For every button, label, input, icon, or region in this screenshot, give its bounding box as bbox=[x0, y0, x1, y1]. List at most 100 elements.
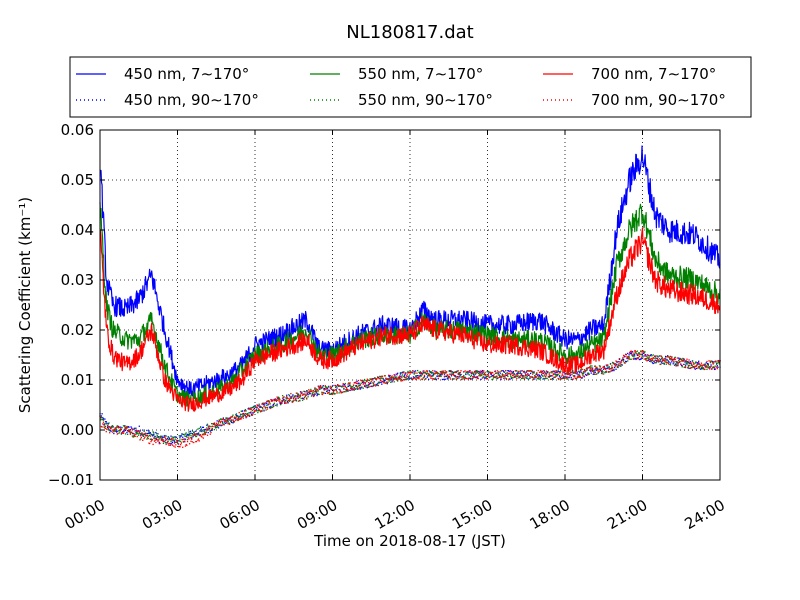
series-point bbox=[405, 375, 408, 377]
series-point bbox=[509, 373, 511, 375]
series-point bbox=[198, 440, 200, 442]
series-point bbox=[548, 375, 550, 378]
series-point bbox=[356, 388, 358, 390]
series-point bbox=[344, 385, 346, 387]
series-point bbox=[575, 378, 577, 380]
series-point bbox=[400, 378, 402, 381]
series-point bbox=[385, 382, 387, 384]
series-point bbox=[259, 406, 261, 408]
series-point bbox=[315, 389, 317, 392]
series-point bbox=[413, 377, 415, 379]
series-point bbox=[614, 366, 616, 369]
series-point bbox=[643, 358, 645, 360]
series-layer bbox=[99, 145, 721, 448]
y-tick-label: 0.02 bbox=[61, 321, 94, 339]
series-point bbox=[554, 376, 557, 378]
series-point bbox=[312, 389, 315, 392]
series-point bbox=[662, 358, 664, 361]
series-point bbox=[211, 425, 213, 427]
series-point bbox=[674, 356, 676, 359]
series-point bbox=[483, 377, 486, 379]
series-point bbox=[464, 377, 466, 379]
series-point bbox=[233, 416, 236, 418]
series-point bbox=[361, 381, 364, 384]
series-point bbox=[171, 437, 173, 440]
series-point bbox=[208, 427, 211, 430]
series-point bbox=[605, 371, 607, 373]
series-point bbox=[569, 373, 571, 375]
series-point bbox=[350, 385, 352, 387]
series-point bbox=[578, 375, 581, 377]
series-point bbox=[527, 370, 530, 372]
series-point bbox=[256, 404, 258, 406]
series-point bbox=[357, 388, 359, 390]
series-point bbox=[397, 379, 399, 381]
series-point bbox=[341, 391, 343, 393]
series-point bbox=[113, 432, 115, 435]
series-point bbox=[143, 430, 145, 432]
series-point bbox=[296, 395, 298, 397]
series-point bbox=[484, 373, 486, 376]
series-point bbox=[444, 371, 446, 374]
series-point bbox=[607, 364, 609, 366]
series-point bbox=[223, 424, 225, 426]
series-point bbox=[701, 364, 703, 366]
series-point bbox=[297, 393, 300, 395]
series-point bbox=[262, 403, 264, 406]
series-point bbox=[182, 440, 185, 443]
series-point bbox=[273, 405, 275, 407]
series-point bbox=[292, 394, 294, 396]
series-point bbox=[449, 373, 451, 375]
series-point bbox=[633, 350, 636, 352]
series-point bbox=[691, 367, 693, 369]
series-point bbox=[160, 436, 162, 438]
series-point bbox=[202, 426, 205, 428]
series-point bbox=[567, 376, 569, 378]
series-point bbox=[186, 433, 189, 436]
series-point bbox=[580, 377, 583, 379]
series-point bbox=[304, 390, 306, 393]
series-point bbox=[381, 377, 384, 379]
series-point bbox=[412, 377, 415, 380]
series-point bbox=[620, 363, 622, 365]
series-point bbox=[426, 371, 428, 373]
series-point bbox=[372, 382, 374, 384]
series-point bbox=[445, 371, 448, 373]
series-point bbox=[505, 369, 507, 372]
series-point bbox=[157, 440, 159, 442]
series-point bbox=[481, 377, 484, 379]
series-point bbox=[370, 380, 373, 382]
series-point bbox=[559, 376, 561, 379]
series-point bbox=[476, 369, 478, 372]
series-point bbox=[451, 373, 453, 375]
series-point bbox=[350, 387, 352, 390]
series-point bbox=[266, 404, 268, 406]
series-point bbox=[185, 432, 187, 434]
series-point bbox=[542, 372, 544, 374]
series-point bbox=[112, 425, 114, 428]
series-point bbox=[693, 366, 696, 368]
series-point bbox=[100, 417, 102, 419]
x-tick-label: 21:00 bbox=[604, 496, 650, 533]
series-point bbox=[357, 383, 359, 385]
series-point bbox=[472, 376, 475, 378]
series-point bbox=[691, 365, 694, 367]
series-point bbox=[603, 367, 605, 370]
series-point bbox=[377, 376, 380, 379]
series-point bbox=[578, 376, 580, 378]
series-point bbox=[483, 374, 486, 376]
series-point bbox=[377, 383, 379, 385]
series-point bbox=[310, 390, 313, 392]
series-point bbox=[353, 389, 355, 391]
series-point bbox=[518, 370, 520, 372]
series-point bbox=[288, 395, 291, 397]
series-point bbox=[334, 384, 336, 387]
series-point bbox=[250, 412, 252, 414]
series-point bbox=[501, 370, 503, 372]
series-point bbox=[485, 377, 487, 379]
series-point bbox=[253, 406, 255, 408]
series-point bbox=[168, 437, 171, 439]
series-point bbox=[331, 392, 333, 394]
series-point bbox=[447, 377, 449, 379]
series-point bbox=[326, 388, 328, 390]
